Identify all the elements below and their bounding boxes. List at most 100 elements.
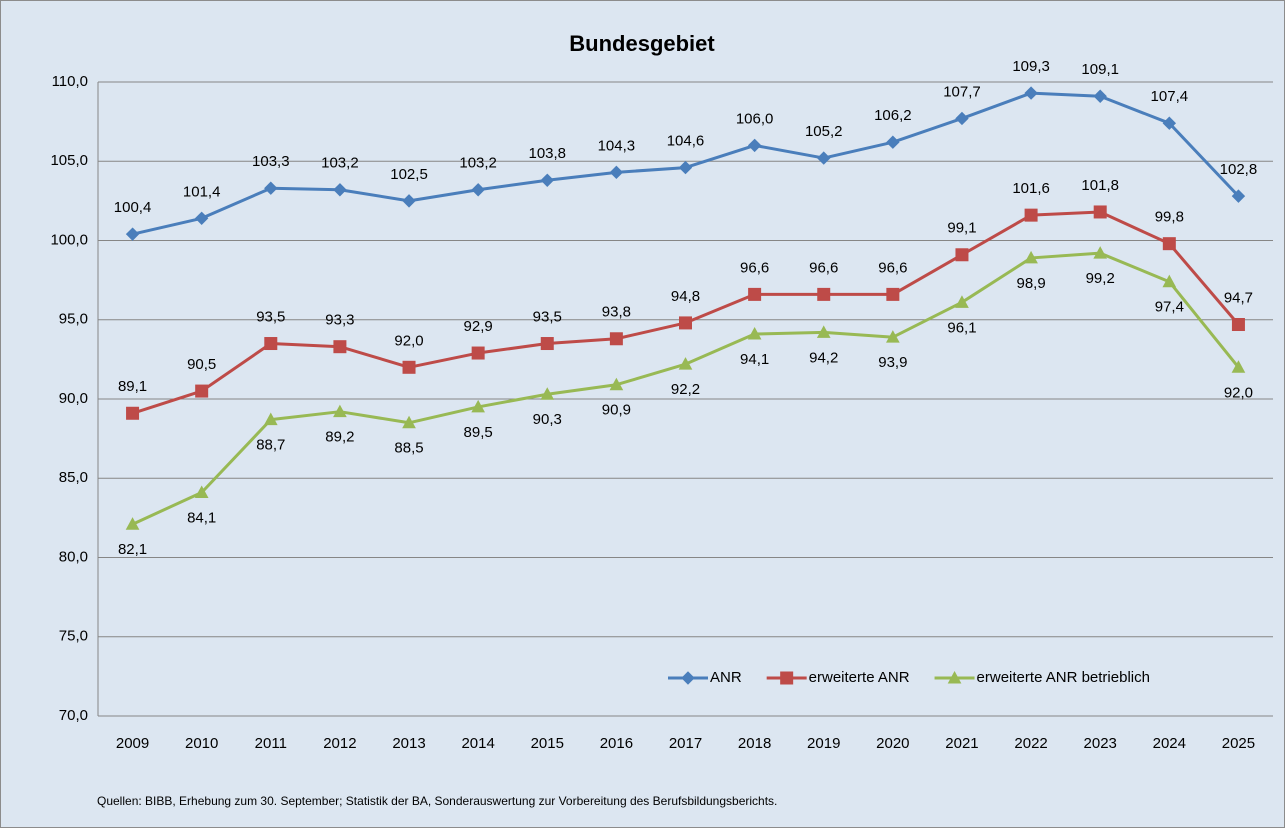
data-label: 107,7 xyxy=(943,83,981,100)
data-label: 105,2 xyxy=(805,123,843,140)
data-label: 92,0 xyxy=(394,332,423,349)
data-label: 92,0 xyxy=(1224,384,1253,401)
data-point xyxy=(955,295,969,308)
y-tick-label: 105,0 xyxy=(50,152,88,169)
x-tick-label: 2010 xyxy=(185,735,218,752)
x-tick-label: 2024 xyxy=(1153,735,1186,752)
data-point xyxy=(1162,237,1176,251)
data-point xyxy=(540,387,555,400)
data-label: 106,2 xyxy=(874,107,912,124)
data-label: 103,2 xyxy=(321,155,359,172)
data-point xyxy=(609,377,624,391)
x-tick-label: 2009 xyxy=(116,735,149,752)
data-label: 96,6 xyxy=(878,259,907,276)
data-point xyxy=(402,360,416,374)
legend-marker xyxy=(681,671,695,685)
data-label: 89,2 xyxy=(325,429,354,446)
data-point xyxy=(1024,250,1038,264)
legend-label: erweiterte ANR betrieblich xyxy=(977,669,1150,686)
data-label: 100,4 xyxy=(114,199,152,216)
x-tick-label: 2016 xyxy=(600,735,633,752)
data-label: 99,1 xyxy=(947,220,976,237)
y-tick-label: 70,0 xyxy=(59,707,88,724)
data-point xyxy=(333,183,347,197)
data-point xyxy=(679,316,692,330)
data-point xyxy=(263,412,278,426)
data-label: 90,5 xyxy=(187,356,216,373)
legend-label: erweiterte ANR xyxy=(809,669,910,686)
x-tick-label: 2019 xyxy=(807,735,840,752)
legend-label: ANR xyxy=(710,669,742,686)
data-label: 96,1 xyxy=(947,319,976,336)
data-point xyxy=(678,160,693,175)
legend-marker xyxy=(780,671,794,685)
data-point xyxy=(1093,205,1107,219)
data-label: 94,7 xyxy=(1224,289,1253,306)
data-label: 93,3 xyxy=(325,312,354,329)
data-label: 94,1 xyxy=(740,351,769,368)
data-label: 82,1 xyxy=(118,541,147,558)
x-tick-label: 2018 xyxy=(738,735,771,752)
y-tick-label: 100,0 xyxy=(50,231,88,248)
data-point xyxy=(886,135,900,149)
data-label: 92,9 xyxy=(464,318,493,335)
legend-marker xyxy=(947,670,962,684)
data-label: 101,8 xyxy=(1081,177,1119,194)
data-point xyxy=(678,357,693,370)
data-label: 88,5 xyxy=(394,440,423,457)
data-label: 92,2 xyxy=(671,381,700,398)
chart-title: Bundesgebiet xyxy=(569,31,715,56)
data-label: 103,3 xyxy=(252,153,290,170)
data-label: 103,8 xyxy=(528,145,566,162)
data-point xyxy=(747,326,762,340)
data-label: 88,7 xyxy=(256,437,285,454)
data-point xyxy=(333,404,347,418)
y-tick-label: 80,0 xyxy=(59,548,88,565)
x-tick-label: 2012 xyxy=(323,735,356,752)
x-tick-label: 2011 xyxy=(255,735,287,752)
data-label: 96,6 xyxy=(809,259,838,276)
x-tick-label: 2022 xyxy=(1014,735,1047,752)
data-point xyxy=(194,485,209,499)
data-point xyxy=(126,406,140,420)
data-label: 93,5 xyxy=(533,308,562,325)
y-tick-label: 110,0 xyxy=(52,73,88,90)
data-point xyxy=(748,287,762,301)
data-point xyxy=(1231,360,1246,373)
data-label: 104,6 xyxy=(667,133,705,150)
y-tick-label: 90,0 xyxy=(59,390,88,407)
data-label: 84,1 xyxy=(187,509,216,526)
data-label: 93,9 xyxy=(878,354,907,371)
x-tick-label: 2025 xyxy=(1222,735,1255,752)
data-point xyxy=(817,151,831,165)
data-point xyxy=(471,183,485,197)
x-tick-label: 2020 xyxy=(876,735,909,752)
y-tick-label: 75,0 xyxy=(59,628,88,645)
data-point xyxy=(1162,116,1177,130)
data-label: 96,6 xyxy=(740,259,769,276)
data-point xyxy=(747,138,762,153)
data-point xyxy=(1093,246,1108,259)
data-point xyxy=(125,227,140,241)
data-point xyxy=(1231,318,1245,332)
data-point xyxy=(540,337,554,351)
data-point xyxy=(194,211,209,226)
data-point xyxy=(886,330,900,343)
x-tick-label: 2023 xyxy=(1084,735,1117,752)
data-label: 107,4 xyxy=(1151,88,1189,105)
data-label: 103,2 xyxy=(459,155,497,172)
data-label: 90,3 xyxy=(533,411,562,428)
y-tick-label: 85,0 xyxy=(59,469,88,486)
data-point xyxy=(402,415,416,429)
data-point xyxy=(886,287,900,301)
data-label: 97,4 xyxy=(1155,299,1184,316)
data-label: 89,5 xyxy=(464,424,493,441)
data-point xyxy=(264,181,278,195)
data-point xyxy=(471,346,485,360)
data-point xyxy=(955,111,969,126)
data-point xyxy=(125,517,140,530)
data-point xyxy=(402,194,416,208)
data-label: 93,8 xyxy=(602,304,631,321)
